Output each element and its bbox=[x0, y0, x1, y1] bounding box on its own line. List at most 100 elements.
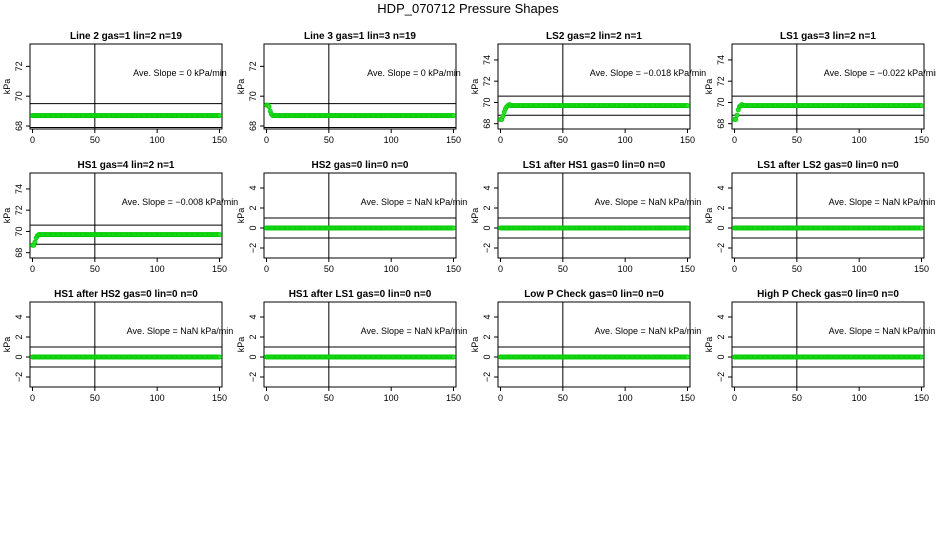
y-tick-label: 68 bbox=[482, 119, 492, 129]
x-tick-label: 50 bbox=[90, 264, 100, 274]
subplot-title: HS1 after HS2 gas=0 lin=0 n=0 bbox=[54, 289, 198, 300]
y-tick-label: 68 bbox=[248, 121, 258, 131]
y-tick-label: 2 bbox=[482, 205, 492, 210]
data-point bbox=[451, 113, 457, 119]
x-tick-label: 150 bbox=[680, 264, 695, 274]
x-tick-label: 150 bbox=[680, 393, 695, 403]
slope-annotation: Ave. Slope = NaN kPa/min bbox=[829, 197, 936, 207]
plot-frame bbox=[263, 301, 457, 388]
slope-annotation: Ave. Slope = NaN kPa/min bbox=[595, 197, 702, 207]
plot-frame bbox=[497, 301, 691, 388]
slope-annotation: Ave. Slope = NaN kPa/min bbox=[829, 326, 936, 336]
y-axis-label: kPa bbox=[470, 208, 480, 224]
x-tick-label: 100 bbox=[384, 393, 399, 403]
subplot-title: LS1 gas=3 lin=2 n=1 bbox=[780, 31, 876, 42]
x-tick-label: 0 bbox=[498, 264, 503, 274]
x-tick-label: 100 bbox=[150, 135, 165, 145]
data-point bbox=[919, 225, 925, 231]
subplot-title: HS1 after LS1 gas=0 lin=0 n=0 bbox=[289, 289, 432, 300]
series-points bbox=[497, 354, 691, 360]
y-tick-label: 4 bbox=[716, 314, 726, 319]
x-tick-label: 0 bbox=[732, 264, 737, 274]
y-tick-label: −2 bbox=[482, 372, 492, 382]
y-tick-label: 4 bbox=[248, 314, 258, 319]
subplot-title: LS2 gas=2 lin=2 n=1 bbox=[546, 31, 642, 42]
x-tick-label: 0 bbox=[30, 393, 35, 403]
subplot-title: LS1 after LS2 gas=0 lin=0 n=0 bbox=[757, 160, 899, 171]
y-tick-label: 4 bbox=[716, 185, 726, 190]
x-tick-label: 150 bbox=[446, 135, 461, 145]
x-tick-label: 0 bbox=[498, 135, 503, 145]
y-tick-label: 72 bbox=[14, 61, 24, 71]
x-tick-label: 50 bbox=[324, 393, 334, 403]
y-axis-label: kPa bbox=[236, 79, 246, 95]
plot-frame bbox=[497, 172, 691, 259]
x-tick-label: 50 bbox=[90, 135, 100, 145]
x-tick-label: 150 bbox=[446, 393, 461, 403]
y-axis-label: kPa bbox=[236, 337, 246, 353]
subplot-11: Low P Check gas=0 lin=0 n=0 0 50 100 150 −2 0 2… bbox=[470, 289, 701, 403]
slope-annotation: Ave. Slope = NaN kPa/min bbox=[361, 197, 468, 207]
subplot-3: LS2 gas=2 lin=2 n=1 0 50 100 150 68 70 72 74 kPa A… bbox=[470, 31, 706, 145]
x-tick-label: 150 bbox=[446, 264, 461, 274]
x-tick-label: 100 bbox=[384, 264, 399, 274]
data-point bbox=[500, 113, 506, 119]
y-tick-label: 4 bbox=[248, 185, 258, 190]
y-tick-label: 70 bbox=[482, 97, 492, 107]
x-tick-label: 0 bbox=[30, 264, 35, 274]
series-points bbox=[29, 113, 223, 119]
slope-annotation: Ave. Slope = 0 kPa/min bbox=[367, 68, 461, 78]
data-point bbox=[919, 354, 925, 360]
data-point bbox=[733, 116, 739, 122]
y-tick-label: 0 bbox=[248, 225, 258, 230]
series-points bbox=[29, 232, 223, 248]
x-tick-label: 50 bbox=[558, 264, 568, 274]
x-tick-label: 0 bbox=[732, 393, 737, 403]
x-tick-label: 150 bbox=[914, 135, 929, 145]
y-tick-label: 72 bbox=[716, 76, 726, 86]
subplot-title: HS2 gas=0 lin=0 n=0 bbox=[312, 160, 409, 171]
y-tick-label: 4 bbox=[482, 185, 492, 190]
y-tick-label: 70 bbox=[14, 91, 24, 101]
y-tick-label: 70 bbox=[14, 226, 24, 236]
x-tick-label: 50 bbox=[558, 393, 568, 403]
y-tick-label: 74 bbox=[482, 55, 492, 65]
y-tick-label: 0 bbox=[248, 354, 258, 359]
y-axis-label: kPa bbox=[2, 79, 12, 95]
data-point bbox=[451, 225, 457, 231]
y-tick-label: 72 bbox=[482, 76, 492, 86]
page-title: HDP_070712 Pressure Shapes bbox=[377, 1, 559, 16]
x-tick-label: 0 bbox=[264, 393, 269, 403]
subplot-5: HS1 gas=4 lin=2 n=1 0 50 100 150 68 70 72 74 kPa A… bbox=[2, 160, 238, 274]
y-tick-label: 2 bbox=[716, 334, 726, 339]
subplot-2: Line 3 gas=1 lin=3 n=19 0 50 100 150 68 70 72kP… bbox=[236, 31, 461, 145]
subplot-title: Low P Check gas=0 lin=0 n=0 bbox=[524, 289, 664, 300]
data-point bbox=[451, 354, 457, 360]
y-tick-label: −2 bbox=[716, 243, 726, 253]
subplot-title: HS1 gas=4 lin=2 n=1 bbox=[78, 160, 175, 171]
y-tick-label: 70 bbox=[716, 97, 726, 107]
data-point bbox=[919, 103, 925, 109]
x-tick-label: 0 bbox=[498, 393, 503, 403]
data-point bbox=[217, 354, 223, 360]
x-tick-label: 50 bbox=[90, 393, 100, 403]
x-tick-label: 0 bbox=[30, 135, 35, 145]
data-point bbox=[217, 113, 223, 119]
subplot-8: LS1 after LS2 gas=0 lin=0 n=0 0 50 100 150 −2… bbox=[704, 160, 935, 274]
y-tick-label: 74 bbox=[14, 184, 24, 194]
x-tick-label: 50 bbox=[792, 264, 802, 274]
x-tick-label: 100 bbox=[618, 264, 633, 274]
x-tick-label: 50 bbox=[558, 135, 568, 145]
slope-annotation: Ave. Slope = −0.018 kPa/min bbox=[590, 68, 706, 78]
y-axis-label: kPa bbox=[704, 79, 714, 95]
x-tick-label: 0 bbox=[264, 264, 269, 274]
x-tick-label: 100 bbox=[618, 135, 633, 145]
subplot-title: Line 2 gas=1 lin=2 n=19 bbox=[70, 31, 182, 42]
plot-frame bbox=[731, 43, 925, 130]
subplot-title: LS1 after HS1 gas=0 lin=0 n=0 bbox=[523, 160, 666, 171]
y-axis-label: kPa bbox=[236, 208, 246, 224]
y-tick-label: 2 bbox=[482, 334, 492, 339]
x-tick-label: 100 bbox=[852, 393, 867, 403]
y-tick-label: 4 bbox=[482, 314, 492, 319]
